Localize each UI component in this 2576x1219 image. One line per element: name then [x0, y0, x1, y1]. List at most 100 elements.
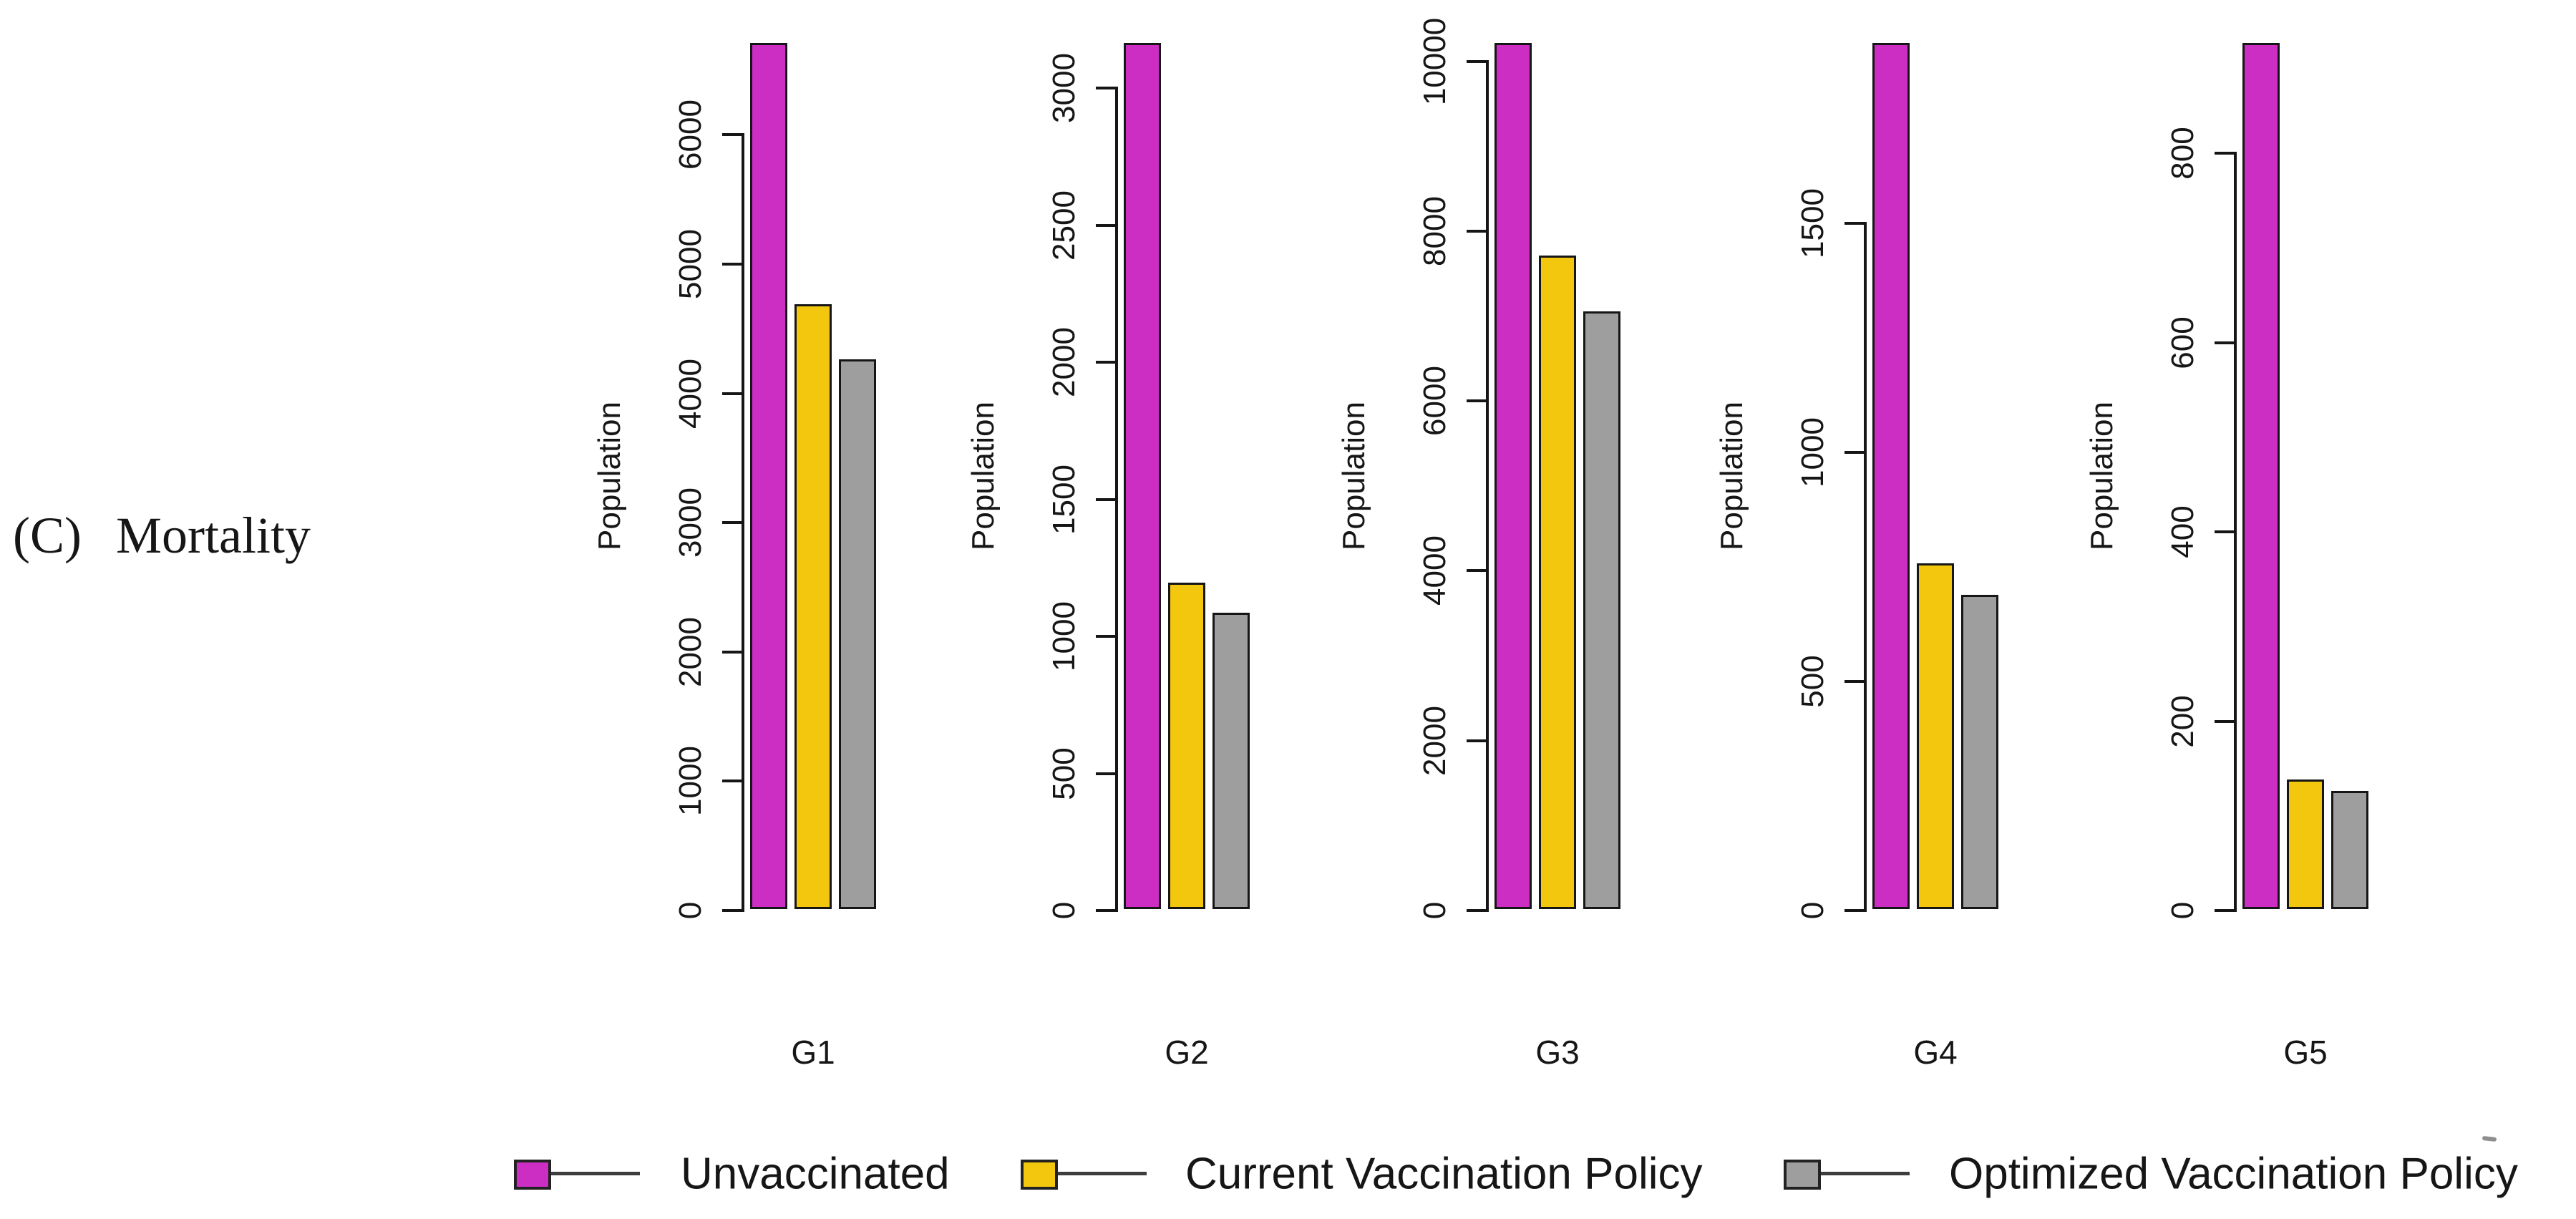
- y-tick: [2215, 152, 2234, 155]
- legend-swatch-unvaccinated: [514, 1160, 551, 1190]
- y-tick: [1096, 635, 1115, 638]
- bar-current-vaccination-policy-g4: [1917, 563, 1954, 909]
- y-tick: [1467, 569, 1486, 573]
- y-tick: [1844, 909, 1864, 912]
- bar-optimized-vaccination-policy-g2: [1212, 613, 1250, 909]
- y-axis-line: [742, 133, 744, 912]
- y-tick: [722, 780, 742, 783]
- y-tick: [2215, 341, 2234, 344]
- y-tick-label: 6000: [673, 99, 708, 170]
- y-axis-line: [2234, 152, 2237, 912]
- bar-unvaccinated-g3: [1494, 43, 1532, 909]
- figure-label-prefix: (C): [13, 507, 82, 564]
- y-tick: [1467, 909, 1486, 912]
- y-tick: [722, 263, 742, 266]
- y-tick: [722, 133, 742, 137]
- y-tick: [1467, 229, 1486, 233]
- y-tick: [2215, 909, 2234, 912]
- y-tick: [722, 650, 742, 654]
- y-tick: [722, 392, 742, 395]
- y-tick: [722, 909, 742, 912]
- y-tick-label: 500: [1046, 747, 1082, 800]
- y-tick-label: 0: [673, 901, 708, 920]
- y-tick-label: 2000: [1046, 327, 1082, 398]
- legend-swatch-optimized-vaccination-policy: [1784, 1160, 1821, 1190]
- y-tick: [1096, 772, 1115, 775]
- y-tick-label: 200: [2165, 694, 2200, 748]
- stray-mark: [2482, 1135, 2497, 1142]
- legend-label: Unvaccinated: [681, 1149, 950, 1199]
- y-tick: [1096, 909, 1115, 912]
- legend-line: [551, 1172, 640, 1175]
- y-axis-line: [1486, 59, 1489, 912]
- y-tick-label: 10000: [1417, 17, 1452, 105]
- y-tick-label: 1500: [1046, 464, 1082, 535]
- figure-label: (C) Mortality: [13, 510, 311, 561]
- y-tick: [2215, 719, 2234, 723]
- x-category-label-g4: G4: [1913, 1034, 1958, 1071]
- y-axis-line: [1864, 221, 1867, 912]
- y-tick-label: 4000: [673, 358, 708, 429]
- y-tick-label: 5000: [673, 229, 708, 299]
- y-tick: [2215, 530, 2234, 534]
- y-tick-label: 1000: [1795, 417, 1830, 487]
- y-tick: [1844, 450, 1864, 454]
- y-tick: [1467, 739, 1486, 742]
- y-tick-label: 2000: [673, 616, 708, 687]
- y-tick: [1467, 399, 1486, 403]
- y-axis-line: [1115, 87, 1118, 912]
- legend-line: [1821, 1172, 1910, 1175]
- y-tick-label: 0: [1046, 901, 1082, 920]
- y-tick: [722, 521, 742, 525]
- y-tick-label: 0: [2165, 901, 2200, 920]
- legend-swatch-current-vaccination-policy: [1021, 1160, 1058, 1190]
- bar-optimized-vaccination-policy-g4: [1961, 595, 1998, 909]
- x-category-label-g3: G3: [1535, 1034, 1580, 1071]
- y-axis-title: Population: [1714, 402, 1749, 550]
- y-axis-title: Population: [2084, 402, 2119, 550]
- figure-label-text: Mortality: [115, 507, 311, 564]
- y-tick-label: 2500: [1046, 190, 1082, 261]
- y-tick-label: 6000: [1417, 366, 1452, 437]
- legend-label: Current Vaccination Policy: [1185, 1149, 1703, 1199]
- y-tick: [1467, 59, 1486, 63]
- y-tick-label: 4000: [1417, 535, 1452, 606]
- y-tick-label: 600: [2165, 316, 2200, 369]
- y-axis-title: Population: [966, 402, 1001, 550]
- bar-unvaccinated-g2: [1124, 43, 1161, 909]
- y-tick-label: 0: [1417, 901, 1452, 920]
- bar-unvaccinated-g1: [750, 43, 787, 909]
- bar-current-vaccination-policy-g2: [1168, 583, 1205, 909]
- legend-line: [1058, 1172, 1147, 1175]
- y-tick-label: 0: [1795, 901, 1830, 920]
- y-tick-label: 400: [2165, 505, 2200, 558]
- legend-label: Optimized Vaccination Policy: [1949, 1149, 2518, 1199]
- x-category-label-g1: G1: [791, 1034, 835, 1071]
- y-tick-label: 1500: [1795, 188, 1830, 258]
- y-tick-label: 3000: [673, 487, 708, 558]
- y-tick: [1844, 221, 1864, 225]
- y-tick: [1096, 87, 1115, 90]
- y-tick-label: 500: [1795, 655, 1830, 708]
- y-tick-label: 3000: [1046, 53, 1082, 124]
- y-tick: [1096, 223, 1115, 227]
- y-tick: [1096, 361, 1115, 364]
- bar-optimized-vaccination-policy-g3: [1583, 311, 1620, 909]
- bar-current-vaccination-policy-g5: [2287, 779, 2324, 909]
- y-tick: [1096, 497, 1115, 501]
- y-tick-label: 1000: [1046, 601, 1082, 672]
- bar-current-vaccination-policy-g1: [794, 303, 832, 909]
- y-tick-label: 800: [2165, 127, 2200, 180]
- bar-unvaccinated-g4: [1872, 43, 1910, 909]
- y-tick-label: 1000: [673, 746, 708, 817]
- y-tick: [1844, 679, 1864, 683]
- y-tick-label: 8000: [1417, 196, 1452, 266]
- bar-current-vaccination-policy-g3: [1539, 255, 1576, 909]
- bar-unvaccinated-g5: [2242, 43, 2280, 909]
- bar-optimized-vaccination-policy-g1: [839, 359, 876, 909]
- x-category-label-g5: G5: [2283, 1034, 2328, 1071]
- x-category-label-g2: G2: [1165, 1034, 1209, 1071]
- y-axis-title: Population: [592, 402, 627, 550]
- y-tick-label: 2000: [1417, 705, 1452, 776]
